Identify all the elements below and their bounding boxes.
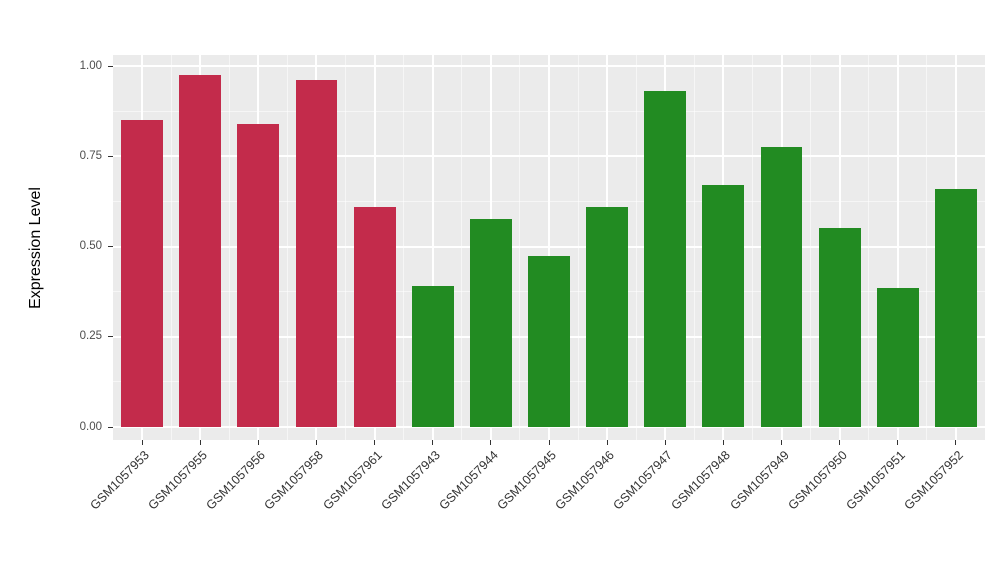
x-tick-mark (664, 440, 666, 445)
x-tick-mark (315, 440, 317, 445)
x-tick-mark (432, 440, 434, 445)
gridline-vertical-major (548, 55, 550, 440)
bar (295, 80, 338, 427)
y-tick-label: 0.00 (79, 420, 102, 433)
gridline-vertical-minor (693, 55, 695, 440)
x-tick-mark (606, 440, 608, 445)
bar (353, 206, 396, 427)
bar (411, 286, 454, 427)
x-tick-mark (548, 440, 550, 445)
x-tick-mark (199, 440, 201, 445)
x-tick-label: GSM1057949 (726, 448, 792, 513)
bar (644, 91, 687, 427)
gridline-vertical-minor (403, 55, 405, 440)
y-tick-mark (108, 246, 113, 247)
bar (876, 288, 919, 427)
y-tick-label: 0.50 (79, 240, 102, 252)
x-tick-label: GSM1057958 (261, 448, 327, 513)
gridline-vertical-minor (170, 55, 172, 440)
x-tick-mark (839, 440, 841, 445)
x-tick-mark (955, 440, 957, 445)
y-tick-label: 0.25 (79, 330, 102, 343)
y-tick-label: 1.00 (79, 59, 102, 72)
gridline-vertical-minor (635, 55, 637, 440)
x-tick-mark (257, 440, 259, 445)
gridline-vertical-minor (286, 55, 288, 440)
gridline-vertical-minor (228, 55, 230, 440)
gridline-vertical-minor (519, 55, 521, 440)
y-tick-mark (108, 426, 113, 428)
bar (528, 255, 570, 427)
x-tick-label: GSM1057952 (901, 448, 966, 513)
gridline-vertical-minor (810, 55, 812, 440)
bar (702, 185, 745, 427)
y-tick-mark (108, 65, 113, 67)
x-tick-mark (374, 440, 376, 445)
bar (586, 206, 629, 427)
x-tick-label: GSM1057948 (668, 448, 734, 513)
bar (760, 147, 803, 427)
gridline-vertical-minor (577, 55, 579, 440)
bar (935, 188, 977, 427)
x-tick-mark (897, 440, 899, 445)
y-tick-mark (108, 155, 113, 157)
gridline-vertical-minor (751, 55, 753, 440)
gridline-vertical-minor (926, 55, 928, 440)
y-tick-mark (108, 336, 113, 338)
plot-panel (113, 55, 985, 440)
bar (179, 75, 222, 427)
bar (469, 219, 512, 427)
bar (818, 228, 861, 427)
gridline-vertical-minor (461, 55, 463, 440)
gridline-vertical-major (431, 55, 434, 440)
x-tick-label: GSM1057961 (320, 448, 385, 513)
gridline-vertical-major (896, 55, 899, 440)
gridline-vertical-minor (868, 55, 870, 440)
bar (237, 123, 280, 427)
gridline-vertical-minor (345, 55, 347, 440)
x-tick-mark (141, 440, 143, 445)
y-tick-label: 0.75 (79, 149, 102, 162)
x-tick-mark (781, 440, 783, 445)
x-tick-mark (722, 440, 724, 445)
x-tick-mark (490, 440, 492, 445)
bar (121, 120, 163, 427)
